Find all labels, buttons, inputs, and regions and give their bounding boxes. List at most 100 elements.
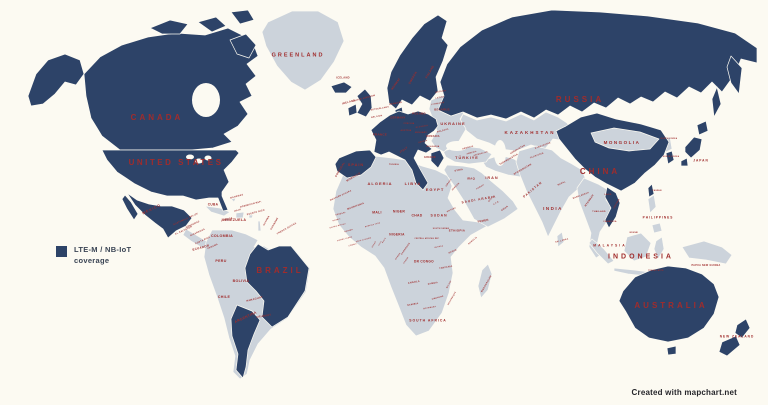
region-arctic-island[interactable] [197,16,227,33]
country-label: KUWAIT [476,184,485,191]
region-tasmania[interactable] [666,345,677,356]
country-label: YEMEN [476,217,489,224]
region-west-europe[interactable] [370,110,439,191]
country-label: SOMALIA [468,236,478,246]
region-arctic-island[interactable] [230,9,255,25]
country-label: ZIMBABWE [431,295,444,301]
region-australia[interactable] [618,265,720,343]
region-philippines-luzon[interactable] [647,194,657,214]
country-label: LIBYA [404,181,422,186]
country-label: NETHERLANDS [370,106,390,112]
legend: LTE-M / NB-IoT coverage [56,245,131,266]
region-sri-lanka[interactable] [556,231,565,248]
region-mongolia[interactable] [590,127,660,152]
country-label: GREECE [424,155,436,159]
country-label: NICARAGUA [190,228,206,238]
country-label: CAMBODIA [603,221,617,223]
region-japan[interactable] [684,136,703,159]
region-sakhalin[interactable] [711,86,722,118]
region-arctic-island[interactable] [149,19,189,35]
country-label: BRAZIL [256,266,304,275]
country-label: BOTSWANA [423,306,437,311]
region-usa[interactable] [101,149,240,212]
country-label: FRANCE [372,132,388,137]
country-label: POLAND [412,111,426,116]
region-arabia[interactable] [443,164,519,228]
country-label: GREENLAND [271,52,325,59]
country-label: ZAMBIA [427,282,439,286]
country-label: FINLAND [424,64,435,80]
region-new-zealand[interactable] [718,335,741,357]
country-label: COLOMBIA [211,234,233,239]
region-new-zealand[interactable] [734,318,751,339]
region-india[interactable] [515,145,587,238]
country-label: BELIZE [189,212,199,219]
country-label: CHAD [411,213,423,218]
legend-label: LTE-M / NB-IoT coverage [74,245,131,266]
country-label: NAMIBIA [407,302,419,307]
region-hispaniola[interactable] [235,211,245,219]
country-label: SRI LANKA [555,238,569,244]
region-lesser-antilles[interactable] [257,220,262,232]
region-brazil[interactable] [244,243,310,328]
country-label: HAITI [234,209,242,213]
country-label: MADAGASCAR [481,275,493,293]
region-vietnam[interactable] [604,186,621,229]
country-label: MOLDOVA [436,128,450,134]
country-label: WESTERN SAHARA [330,190,352,202]
country-label: MEXICO [141,203,162,216]
region-argentina[interactable] [230,304,261,379]
region-greece[interactable] [430,149,445,169]
legend-swatch [56,246,67,257]
country-label: NEPAL [557,181,567,187]
country-label: MYANMAR [584,193,595,208]
country-label: SPAIN [347,163,365,168]
region-uk[interactable] [356,88,373,118]
region-iceland[interactable] [330,81,353,94]
region-greenland[interactable] [261,10,345,91]
country-label: CENTRAL AFRICAN REP. [414,239,440,241]
region-alaska[interactable] [27,53,85,107]
country-label: ESTONIA [435,90,447,94]
country-label: CHILE [217,295,231,300]
region-baja[interactable] [121,194,139,221]
region-russia[interactable] [437,9,758,120]
region-jamaica[interactable] [224,217,231,222]
country-label: UNITED KINGDOM [352,94,376,103]
country-label: ARGENTINA [233,310,258,325]
country-label: AUSTRALIA [634,301,708,310]
country-label: SUDAN [430,213,448,218]
country-label: ITALY [398,145,409,154]
region-iberia[interactable] [334,149,377,179]
region-bahamas[interactable] [230,197,237,203]
region-madagascar[interactable] [477,263,493,299]
region-puerto-rico[interactable] [248,214,254,219]
region-japan[interactable] [680,157,689,167]
region-mexico[interactable] [126,192,193,239]
region-baffin-island[interactable] [229,33,257,59]
country-label: LIBERIA [348,244,358,248]
region-sulawesi[interactable] [653,236,665,260]
region-nordics[interactable] [386,14,449,110]
region-sumatra[interactable] [588,238,615,265]
region-africa[interactable] [332,155,490,337]
region-kamchatka[interactable] [726,55,743,95]
region-ireland[interactable] [347,103,358,117]
region-japan[interactable] [696,120,709,136]
region-new-guinea[interactable] [681,240,733,265]
region-taiwan[interactable] [647,183,655,198]
region-south-korea[interactable] [665,150,675,165]
region-cuba[interactable] [204,205,231,217]
region-borneo[interactable] [623,232,652,262]
region-philippines-mindanao[interactable] [651,222,663,234]
country-label: KYRGYZSTAN [534,142,552,150]
country-label: DOMINICAN REP. [239,201,262,209]
country-label: BOLIVIA [232,279,250,284]
country-label: GUYANA [263,215,271,227]
country-label: GABON [395,252,402,261]
country-label: ISRAEL [445,178,453,188]
country-label: BAHAMAS [230,194,244,200]
attribution: Created with mapchart.net [631,388,737,397]
